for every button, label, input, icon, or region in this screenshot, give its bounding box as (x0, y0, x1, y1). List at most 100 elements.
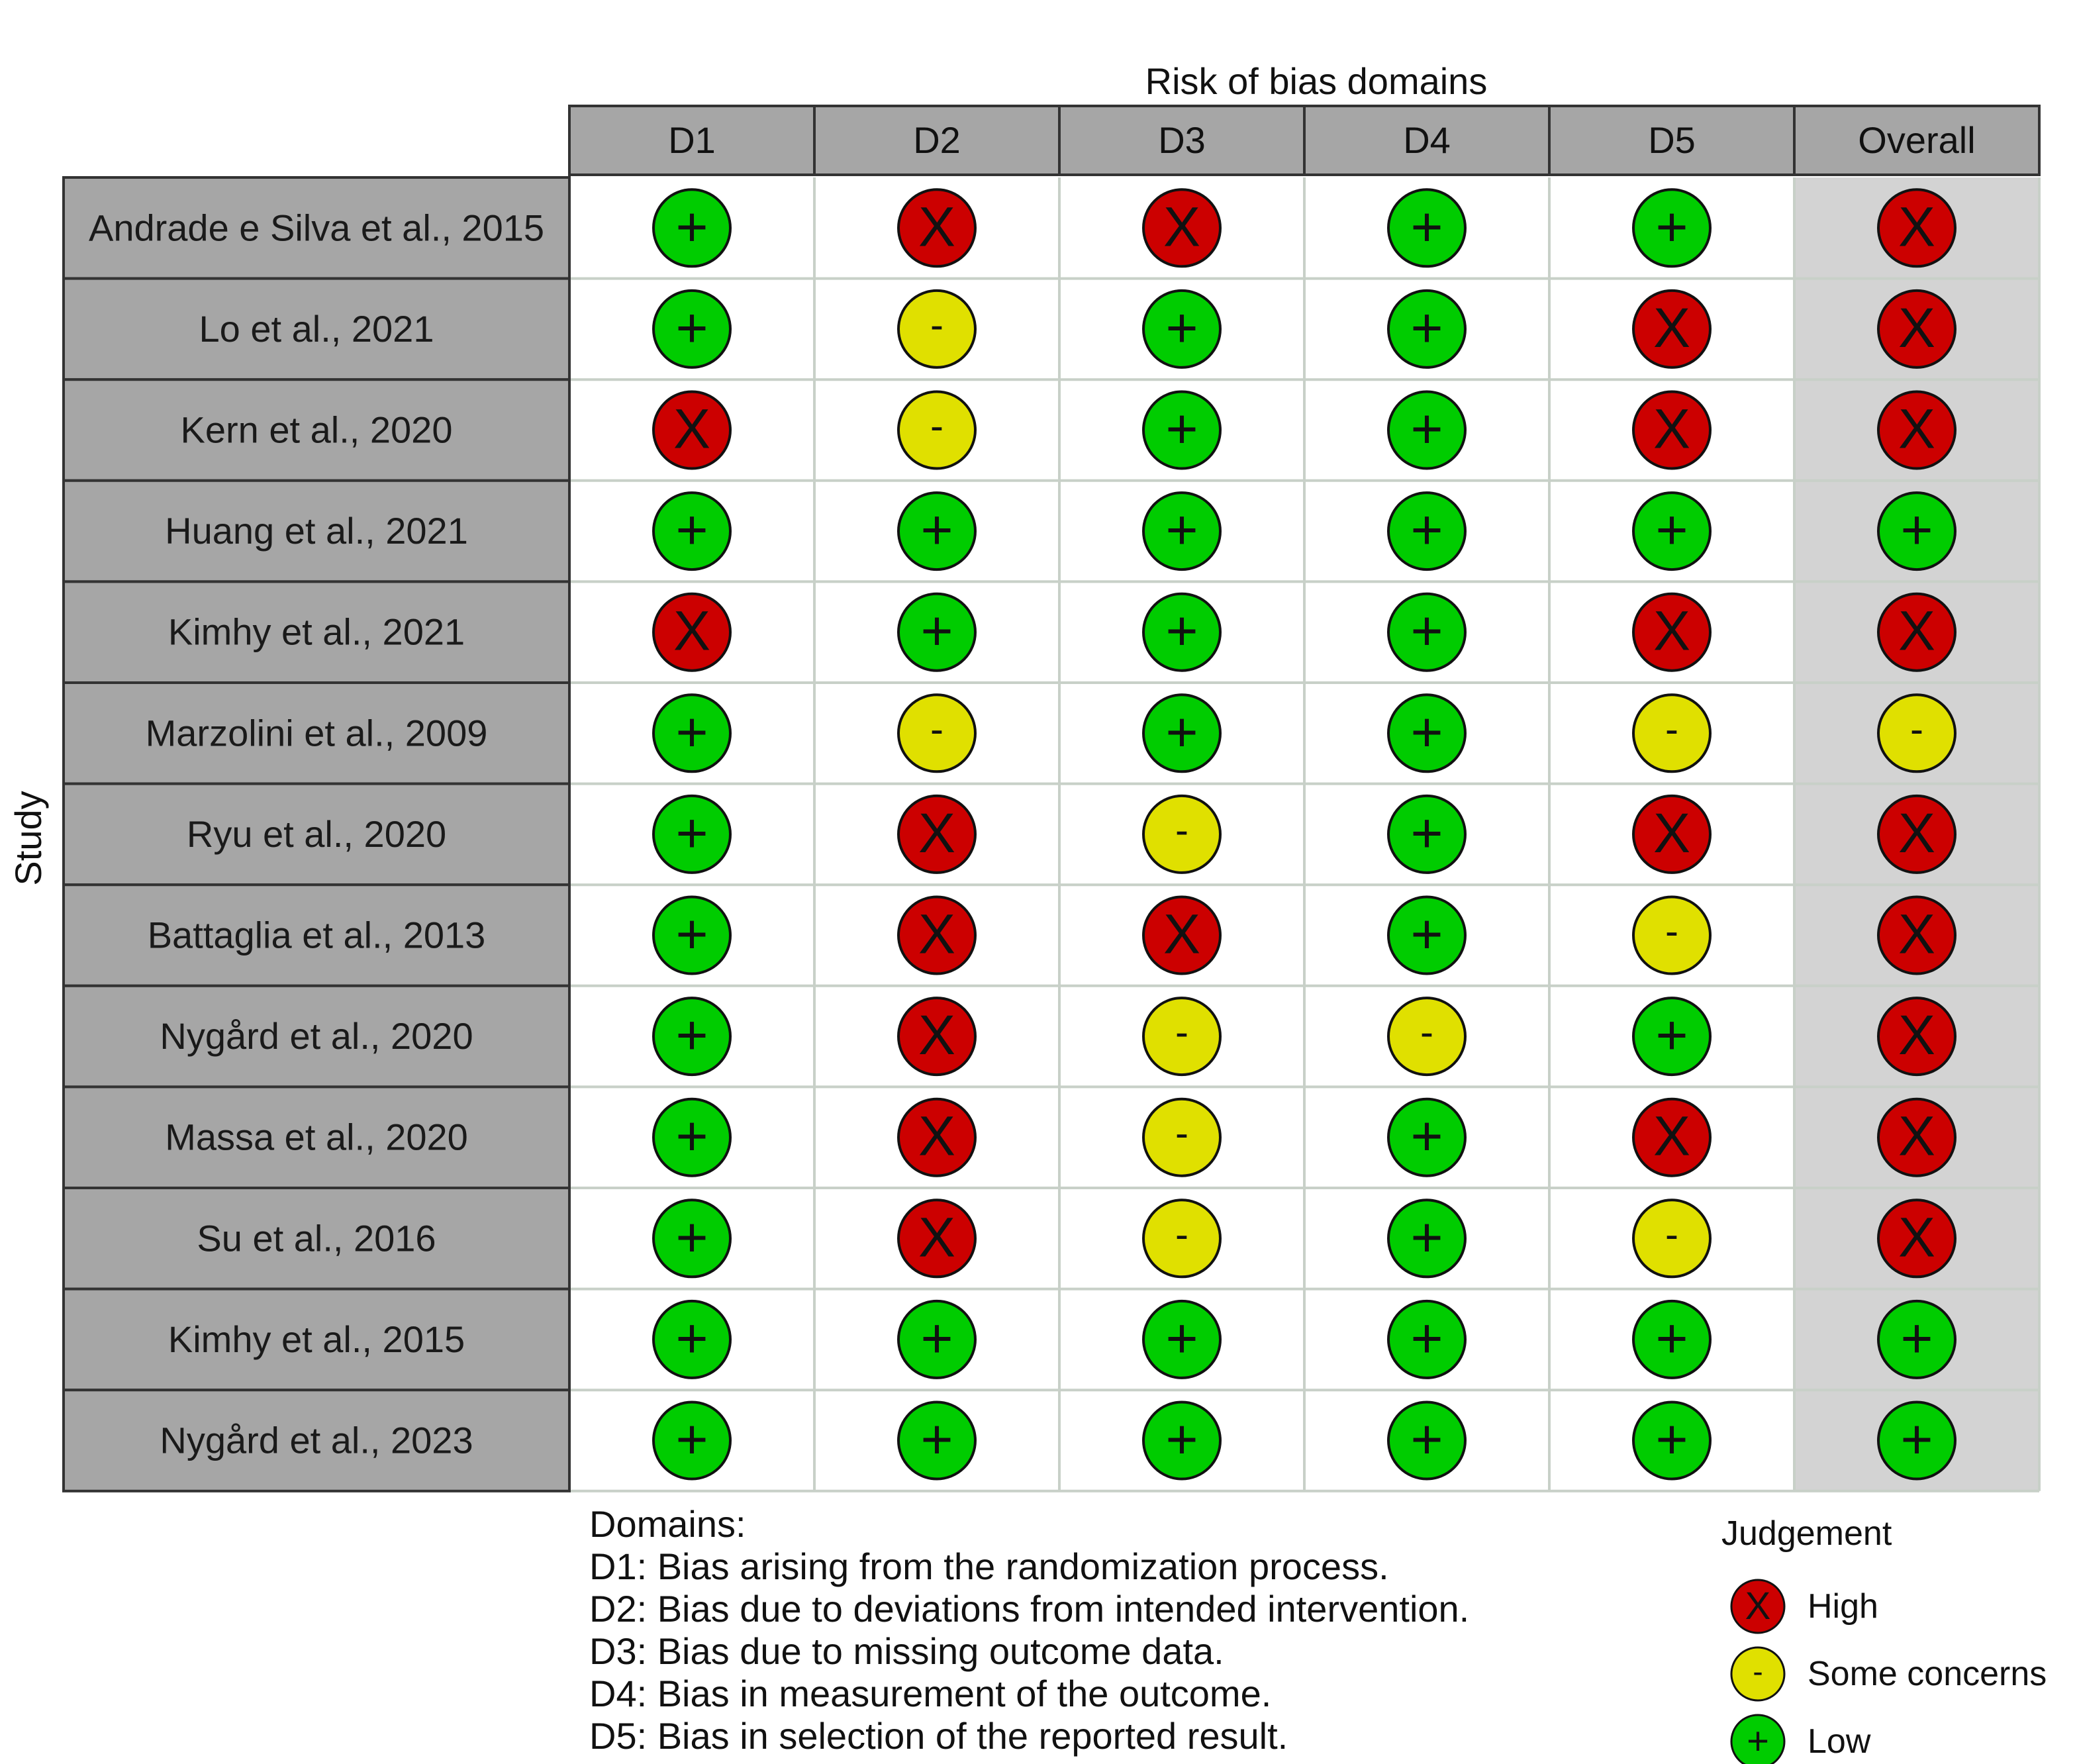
domain-descriptions: Domains: D1: Bias arising from the rando… (589, 1503, 1469, 1757)
judgement-circle (1632, 1299, 1712, 1379)
judgement-symbol: + (675, 1004, 708, 1066)
judgement-symbol: X (1653, 802, 1690, 864)
judgement-high-d5: X (1632, 1097, 1712, 1177)
domain-description-d3: D3: Bias due to missing outcome data. (589, 1630, 1224, 1672)
judgement-high-d2: X (897, 794, 977, 874)
judgement-low-d3: + (1142, 390, 1222, 470)
judgement-low-d1: + (652, 1097, 732, 1177)
judgement-circle (1632, 895, 1712, 975)
study-row-box (62, 580, 571, 685)
judgement-high-d1: X (652, 390, 732, 470)
judgement-high-d2: X (897, 1097, 977, 1177)
judgement-symbol: X (1653, 297, 1690, 359)
judgement-symbol: + (1410, 701, 1443, 763)
judgement-symbol: + (675, 1105, 708, 1167)
study-row-box (62, 1187, 571, 1291)
judgement-circle (1142, 895, 1222, 975)
judgement-low-d2: + (897, 592, 977, 672)
judgement-symbol: + (1165, 701, 1198, 763)
column-header-overall (1793, 105, 2041, 176)
judgement-high-d2: X (897, 188, 977, 268)
judgement-low-overall: + (1877, 1400, 1956, 1481)
judgement-circle (1387, 794, 1467, 874)
judgement-symbol: + (1165, 1307, 1198, 1369)
judgement-some-concerns-d3: - (1142, 997, 1222, 1077)
judgement-low-d3: + (1142, 592, 1222, 672)
judgement-high-overall: X (1877, 1199, 1956, 1279)
judgement-low-d4: + (1387, 491, 1467, 571)
judgement-circle (1632, 693, 1712, 773)
column-header-label-d5: D5 (1648, 119, 1696, 161)
study-row-box (62, 1287, 571, 1392)
legend-symbol-low: + (1730, 1714, 1786, 1764)
judgement-symbol: - (930, 303, 943, 347)
judgement-some-concerns-d3: - (1142, 1199, 1222, 1279)
column-header-d5 (1548, 105, 1796, 176)
legend-label-some-concerns: Some concerns (1808, 1655, 2047, 1693)
judgement-symbol: - (1420, 1010, 1433, 1054)
judgement-circle (897, 1400, 977, 1481)
judgement-circle (1877, 592, 1956, 672)
column-header-d2 (813, 105, 1061, 176)
judgement-circle (1632, 1400, 1712, 1481)
judgement-circle (652, 188, 732, 268)
judgement-symbol: + (1165, 499, 1198, 561)
judgement-some-concerns-d2: - (897, 390, 977, 470)
judgement-marks: + X X + + X+ - + + X XX - + + X X+ + + + + +X + + + X X+ - + + - -+ X - +… (652, 188, 1956, 1481)
judgement-circle (897, 491, 977, 571)
study-label: Kimhy et al., 2021 (168, 611, 465, 653)
judgement-symbol: X (1898, 195, 1935, 258)
judgement-circle (1632, 390, 1712, 470)
judgement-some-concerns-d4: - (1387, 997, 1467, 1077)
judgement-low-d1: + (652, 1199, 732, 1279)
study-row-box (62, 479, 571, 583)
judgement-some-concerns-d2: - (897, 693, 977, 773)
judgement-symbol: + (1410, 195, 1443, 258)
judgement-symbol: X (918, 1105, 955, 1167)
judgement-circle (1142, 1299, 1222, 1379)
judgement-circle (1877, 997, 1956, 1077)
judgement-symbol: + (675, 499, 708, 561)
judgement-symbol: + (920, 600, 953, 662)
legend-symbol-glyph: + (1747, 1720, 1769, 1763)
domain-description-d4: D4: Bias in measurement of the outcome. (589, 1673, 1272, 1714)
judgement-symbol: + (1410, 600, 1443, 662)
judgement-low-d4: + (1387, 1097, 1467, 1177)
judgement-low-d1: + (652, 491, 732, 571)
judgement-circle (1632, 1097, 1712, 1177)
judgement-low-d3: + (1142, 1299, 1222, 1379)
judgement-circle (1387, 895, 1467, 975)
study-row-box (62, 1389, 571, 1493)
judgement-circle (1877, 1299, 1956, 1379)
judgement-low-overall: + (1877, 1299, 1956, 1379)
judgement-high-d3: X (1142, 895, 1222, 975)
judgement-circle (1632, 794, 1712, 874)
judgement-low-d1: + (652, 997, 732, 1077)
study-label: Kimhy et al., 2015 (168, 1318, 465, 1360)
judgement-low-d4: + (1387, 1299, 1467, 1379)
study-labels: Andrade e Silva et al., 2015 Lo et al., 2… (62, 176, 571, 1493)
judgement-low-d5: + (1632, 1400, 1712, 1481)
judgement-low-d5: + (1632, 1299, 1712, 1379)
study-row-box (62, 1085, 571, 1190)
judgement-circle (1387, 1400, 1467, 1481)
judgement-circle (1142, 592, 1222, 672)
study-label: Ryu et al., 2020 (187, 813, 446, 855)
judgement-symbol: + (675, 802, 708, 864)
judgement-circle (1632, 997, 1712, 1077)
y-axis-label: Study (7, 791, 49, 885)
legend-title: Judgement (1721, 1514, 1892, 1553)
judgement-symbol: + (675, 195, 708, 258)
judgement-symbol: + (1165, 1408, 1198, 1471)
judgement-symbol: X (1898, 398, 1935, 460)
judgement-high-overall: X (1877, 289, 1956, 369)
column-header-label-overall: Overall (1858, 119, 1975, 161)
judgement-symbol: X (1653, 398, 1690, 460)
judgement-circle (1142, 1199, 1222, 1279)
judgement-circle (897, 592, 977, 672)
judgement-circle (1387, 997, 1467, 1077)
chart-title: Risk of bias domains (1145, 60, 1488, 102)
judgement-circle (1142, 997, 1222, 1077)
judgement-low-d3: + (1142, 1400, 1222, 1481)
